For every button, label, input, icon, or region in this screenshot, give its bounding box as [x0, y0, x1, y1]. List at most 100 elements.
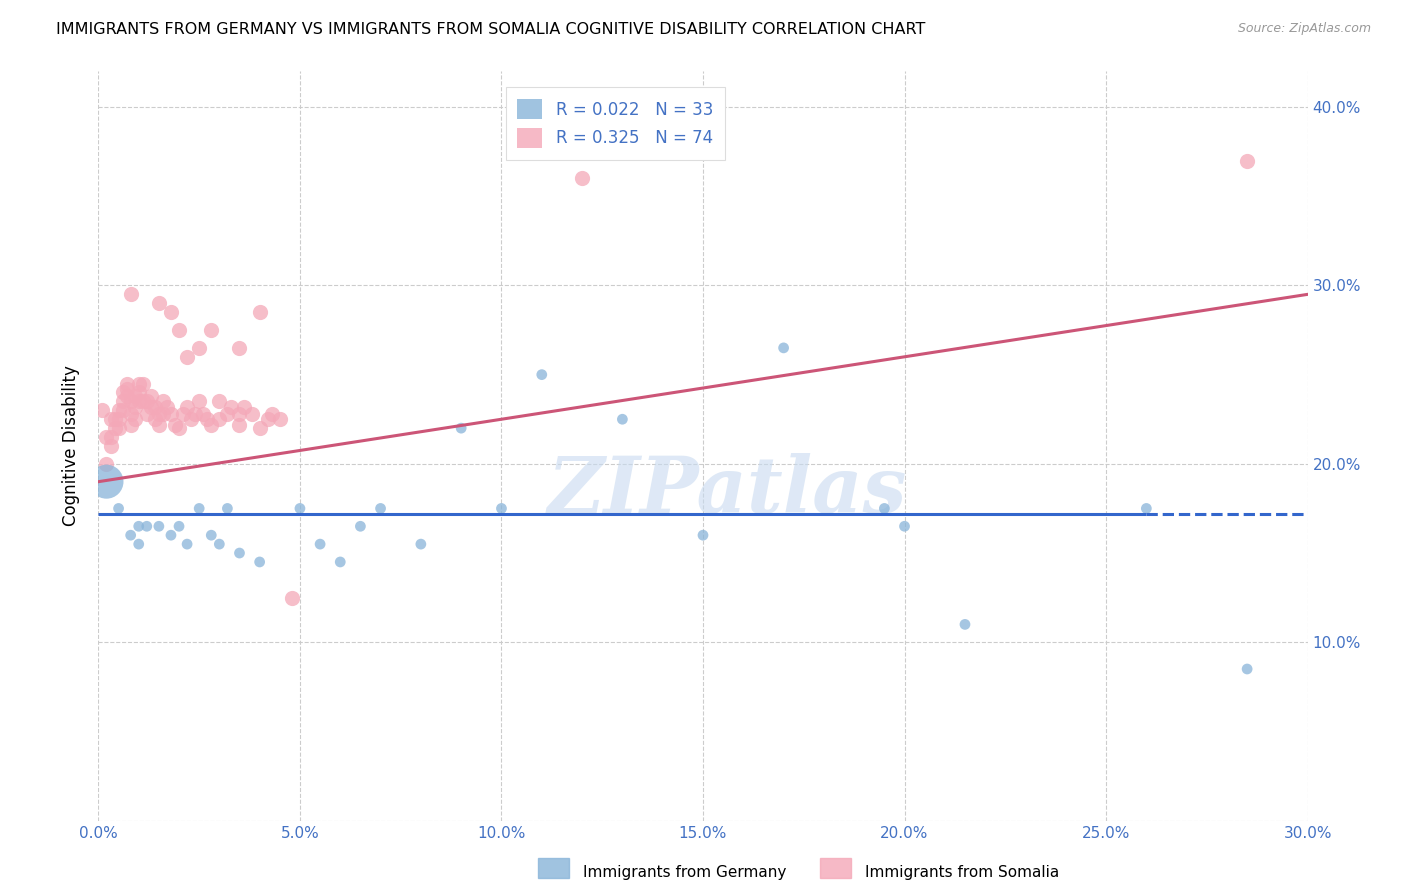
Point	[409, 537, 432, 551]
Point	[107, 421, 129, 435]
Point	[176, 537, 198, 551]
Point	[571, 171, 593, 186]
Point	[269, 412, 291, 426]
Point	[953, 617, 976, 632]
Point	[111, 394, 134, 409]
Point	[772, 341, 794, 355]
Point	[120, 394, 142, 409]
Point	[1236, 662, 1258, 676]
Point	[260, 407, 283, 421]
Point	[156, 400, 179, 414]
Point	[128, 376, 150, 391]
Point	[195, 412, 218, 426]
Point	[111, 385, 134, 400]
Text: ZIPatlas: ZIPatlas	[547, 453, 907, 529]
Point	[217, 407, 239, 421]
Point	[193, 407, 215, 421]
Point	[115, 389, 138, 403]
Point	[160, 305, 183, 319]
Point	[208, 412, 231, 426]
Point	[96, 475, 118, 489]
Text: Immigrants from Somalia: Immigrants from Somalia	[865, 865, 1059, 880]
Point	[128, 385, 150, 400]
Point	[148, 519, 170, 533]
Point	[135, 519, 157, 533]
Point	[176, 350, 198, 364]
Point	[200, 417, 222, 432]
Bar	[538, 858, 569, 878]
Point	[132, 394, 155, 409]
Point	[167, 323, 190, 337]
Point	[100, 439, 122, 453]
Point	[249, 555, 271, 569]
Point	[124, 389, 146, 403]
Point	[349, 519, 371, 533]
Point	[249, 421, 271, 435]
Point	[176, 400, 198, 414]
Point	[281, 591, 304, 605]
Point	[96, 430, 118, 444]
Point	[228, 407, 250, 421]
Point	[184, 407, 207, 421]
Point	[115, 376, 138, 391]
Point	[491, 501, 513, 516]
Point	[103, 421, 125, 435]
Point	[188, 501, 211, 516]
Bar	[820, 858, 851, 878]
Point	[152, 407, 174, 421]
Point	[96, 457, 118, 471]
Point	[120, 407, 142, 421]
Point	[228, 341, 250, 355]
Y-axis label: Cognitive Disability: Cognitive Disability	[62, 366, 80, 526]
Point	[132, 376, 155, 391]
Point	[692, 528, 714, 542]
Point	[163, 417, 186, 432]
Point	[100, 412, 122, 426]
Point	[107, 501, 129, 516]
Point	[115, 382, 138, 396]
Point	[143, 400, 166, 414]
Point	[893, 519, 915, 533]
Point	[107, 412, 129, 426]
Point	[240, 407, 263, 421]
Point	[172, 407, 194, 421]
Point	[249, 305, 271, 319]
Point	[124, 412, 146, 426]
Point	[160, 407, 183, 421]
Point	[152, 394, 174, 409]
Point	[188, 394, 211, 409]
Point	[128, 519, 150, 533]
Point	[167, 421, 190, 435]
Point	[160, 528, 183, 542]
Point	[148, 417, 170, 432]
Point	[120, 528, 142, 542]
Point	[135, 394, 157, 409]
Point	[200, 528, 222, 542]
Point	[329, 555, 352, 569]
Point	[370, 501, 392, 516]
Point	[450, 421, 472, 435]
Point	[120, 417, 142, 432]
Point	[124, 400, 146, 414]
Point	[128, 537, 150, 551]
Point	[208, 394, 231, 409]
Point	[200, 323, 222, 337]
Point	[228, 546, 250, 560]
Point	[1236, 153, 1258, 168]
Point	[232, 400, 254, 414]
Point	[135, 407, 157, 421]
Text: IMMIGRANTS FROM GERMANY VS IMMIGRANTS FROM SOMALIA COGNITIVE DISABILITY CORRELAT: IMMIGRANTS FROM GERMANY VS IMMIGRANTS FR…	[56, 22, 925, 37]
Point	[103, 412, 125, 426]
Point	[208, 537, 231, 551]
Point	[256, 412, 278, 426]
Point	[128, 394, 150, 409]
Point	[873, 501, 896, 516]
Point	[530, 368, 553, 382]
Text: Source: ZipAtlas.com: Source: ZipAtlas.com	[1237, 22, 1371, 36]
Text: Immigrants from Germany: Immigrants from Germany	[583, 865, 787, 880]
Legend: R = 0.022   N = 33, R = 0.325   N = 74: R = 0.022 N = 33, R = 0.325 N = 74	[506, 87, 725, 160]
Point	[111, 403, 134, 417]
Point	[120, 287, 142, 301]
Point	[221, 400, 243, 414]
Point	[107, 403, 129, 417]
